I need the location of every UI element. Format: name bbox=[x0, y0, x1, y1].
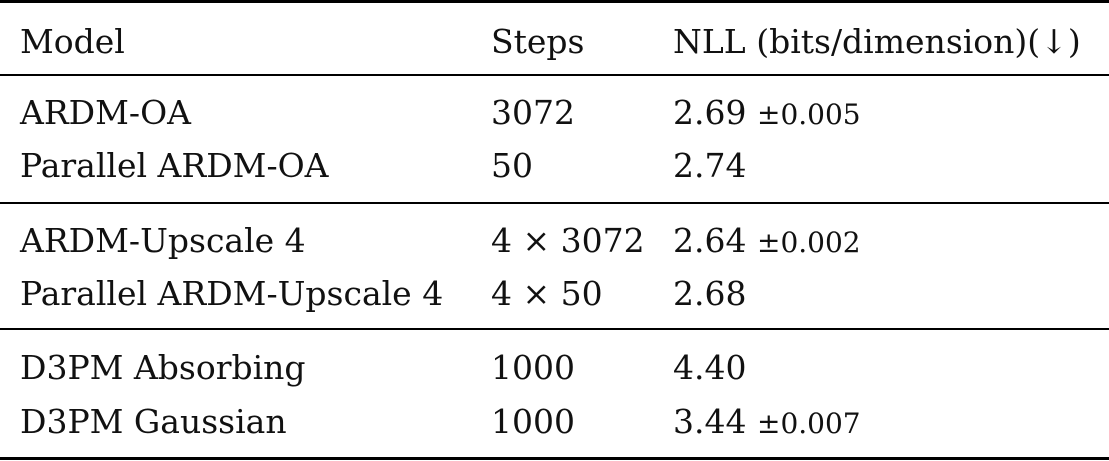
nll-value: 2.74 bbox=[673, 146, 747, 185]
nll-std: ±0.005 bbox=[756, 98, 861, 131]
row-model: Parallel ARDM-OA bbox=[20, 146, 329, 185]
nll-value: 4.40 bbox=[673, 348, 747, 387]
nll-std: ±0.002 bbox=[756, 226, 861, 259]
header-nll: NLL (bits/dimension)(↓) bbox=[673, 22, 1081, 61]
row-model: D3PM Gaussian bbox=[20, 402, 287, 441]
nll-value: 2.68 bbox=[673, 274, 747, 313]
header-rule bbox=[0, 74, 1109, 76]
row-steps: 50 bbox=[491, 146, 533, 185]
header-model: Model bbox=[20, 22, 125, 61]
row-steps: 4 × 3072 bbox=[491, 221, 645, 260]
row-nll: 2.74 bbox=[673, 146, 746, 188]
nll-std: ±0.007 bbox=[756, 407, 861, 440]
group-rule bbox=[0, 328, 1109, 330]
header-steps: Steps bbox=[491, 22, 585, 61]
row-steps: 1000 bbox=[491, 348, 575, 387]
group-rule bbox=[0, 202, 1109, 204]
row-model: D3PM Absorbing bbox=[20, 348, 306, 387]
row-steps: 3072 bbox=[491, 93, 575, 132]
row-nll: 2.68 bbox=[673, 274, 746, 316]
bottom-rule bbox=[0, 457, 1109, 460]
row-nll: 2.64 ±0.002 bbox=[673, 221, 861, 263]
row-nll: 2.69 ±0.005 bbox=[673, 93, 861, 135]
row-steps: 1000 bbox=[491, 402, 575, 441]
row-nll: 4.40 bbox=[673, 348, 746, 390]
nll-value: 2.64 bbox=[673, 221, 747, 260]
row-model: Parallel ARDM-Upscale 4 bbox=[20, 274, 444, 313]
row-nll: 3.44 ±0.007 bbox=[673, 402, 861, 444]
row-model: ARDM-Upscale 4 bbox=[20, 221, 306, 260]
nll-value: 3.44 bbox=[673, 402, 747, 441]
row-model: ARDM-OA bbox=[20, 93, 191, 132]
top-rule bbox=[0, 0, 1109, 3]
row-steps: 4 × 50 bbox=[491, 274, 603, 313]
nll-value: 2.69 bbox=[673, 93, 747, 132]
